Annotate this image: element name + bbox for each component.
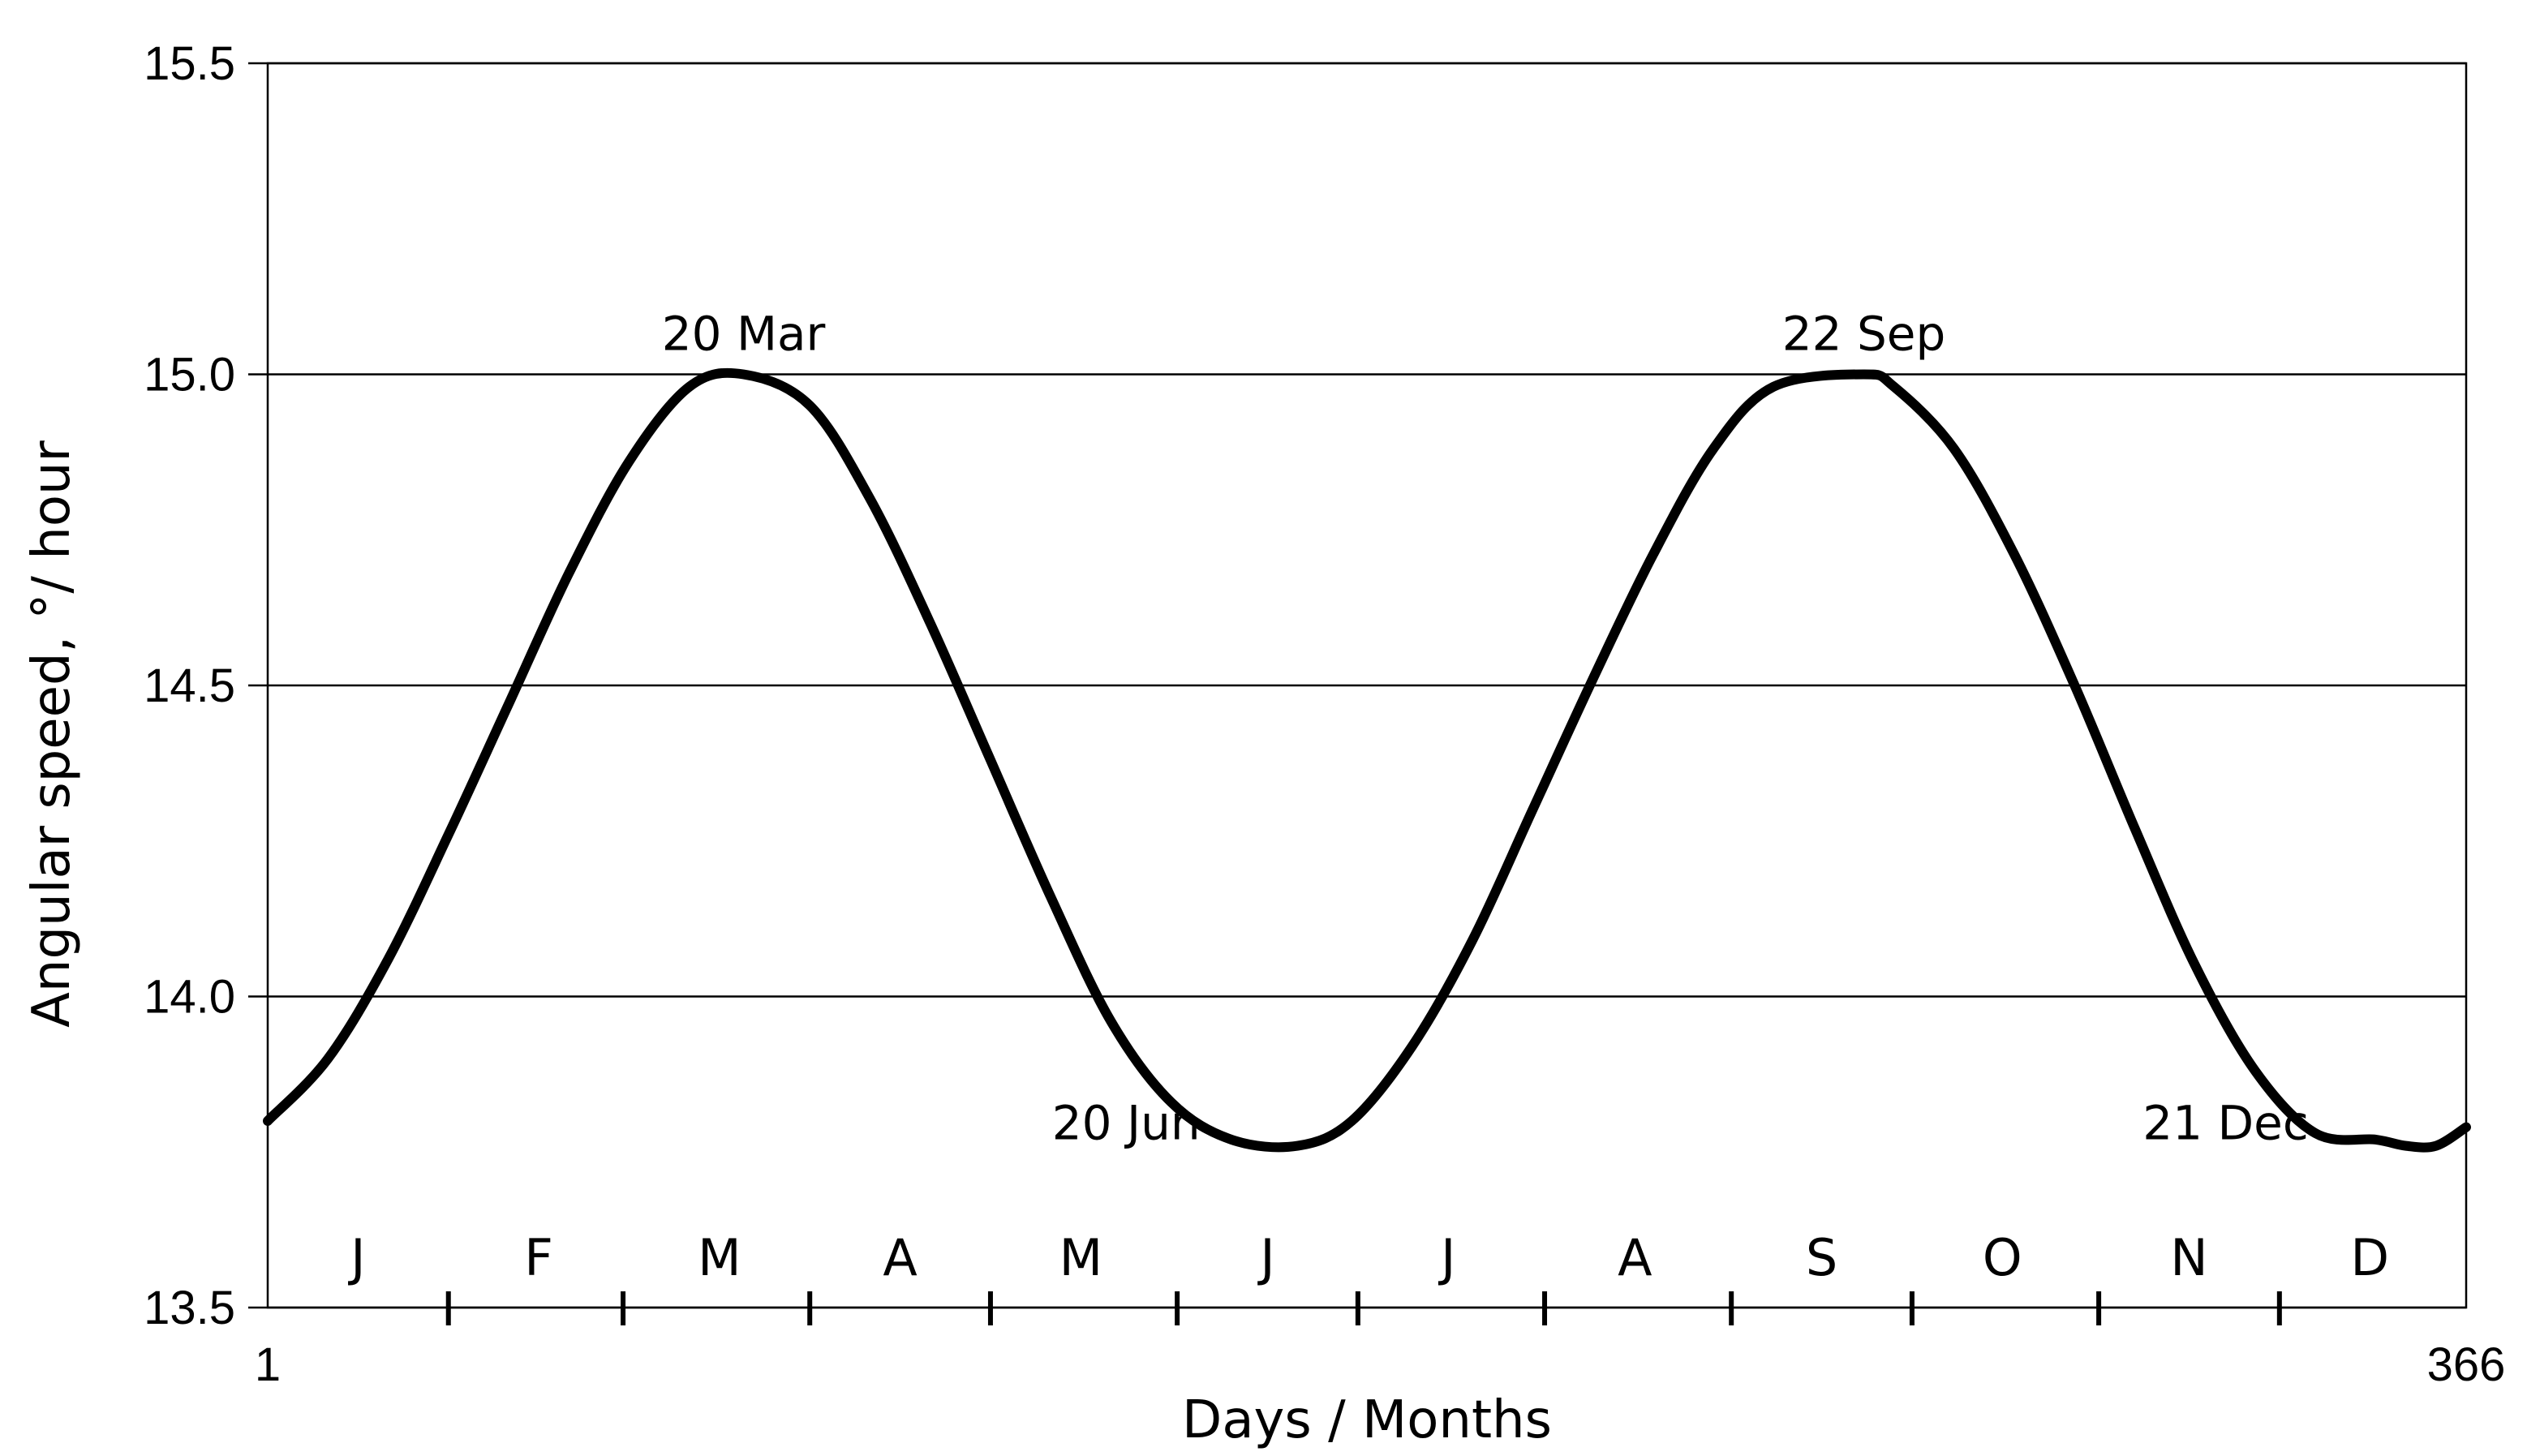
- month-label: J: [347, 1228, 365, 1287]
- annotation-label: 20 Mar: [662, 307, 826, 362]
- y-tick-label: 14.0: [144, 971, 235, 1024]
- y-tick-label: 15.5: [144, 37, 235, 90]
- x-axis-tick-labels: 1 366: [255, 1338, 2506, 1391]
- y-axis-label: Angular speed, °/ hour: [22, 440, 82, 1027]
- annotation-label: 21 Dec: [2142, 1096, 2308, 1151]
- month-label: J: [1257, 1228, 1274, 1287]
- month-label: A: [1618, 1228, 1652, 1287]
- x-tick-label: 1: [255, 1338, 281, 1391]
- month-label: J: [1438, 1228, 1455, 1287]
- month-label: A: [883, 1228, 917, 1287]
- y-tick-label: 14.5: [144, 659, 235, 712]
- annotation-label: 20 Jun: [1052, 1096, 1201, 1151]
- grid-lines: [268, 62, 2466, 1309]
- month-label: F: [524, 1228, 553, 1287]
- month-label: M: [698, 1228, 741, 1287]
- y-tick-label: 13.5: [144, 1282, 235, 1334]
- annotations: 20 Mar 20 Jun 22 Sep 21 Dec: [662, 307, 2309, 1151]
- x-tick-label: 366: [2427, 1338, 2506, 1391]
- month-label: D: [2350, 1228, 2389, 1287]
- series-line: [263, 367, 2471, 1153]
- month-label: S: [1806, 1228, 1837, 1287]
- month-label: N: [2170, 1228, 2207, 1287]
- month-label: M: [1059, 1228, 1103, 1287]
- y-tick-label: 15.0: [144, 349, 235, 402]
- month-ticks: [445, 1291, 2282, 1325]
- annotation-label: 22 Sep: [1782, 307, 1946, 362]
- month-label: O: [1983, 1228, 2022, 1287]
- y-axis-ticks: 13.5 14.0 14.5 15.0 15.5: [144, 37, 268, 1334]
- x-axis-label: Days / Months: [1182, 1390, 1552, 1450]
